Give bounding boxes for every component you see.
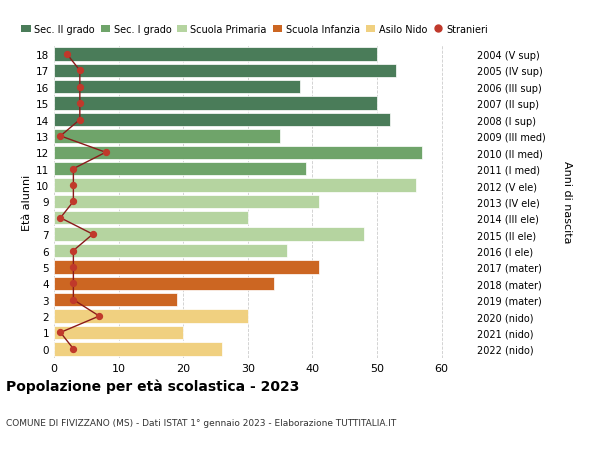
Point (68, 166, 78, 173)
Bar (54, 277, 274, 291)
Point (68, 280, 78, 287)
Bar (54, 65, 397, 78)
Bar (54, 212, 248, 225)
Bar (54, 130, 280, 143)
Bar (54, 48, 377, 62)
Point (56, 215, 65, 222)
Bar (54, 244, 287, 257)
Bar (54, 195, 319, 209)
Bar (54, 97, 377, 111)
Bar (54, 342, 222, 356)
Point (68, 263, 78, 271)
Bar (54, 228, 364, 241)
Point (75, 100, 85, 107)
Point (75, 117, 85, 124)
Point (75, 67, 85, 75)
Point (75, 84, 85, 91)
Bar (54, 146, 422, 160)
Bar (54, 261, 319, 274)
Legend: Sec. II grado, Sec. I grado, Scuola Primaria, Scuola Infanzia, Asilo Nido, Stran: Sec. II grado, Sec. I grado, Scuola Prim… (21, 25, 488, 35)
Point (56, 133, 65, 140)
Point (68, 182, 78, 189)
Y-axis label: Anni di nascita: Anni di nascita (562, 161, 572, 243)
Point (101, 149, 110, 157)
Bar (54, 310, 248, 323)
Bar (54, 179, 416, 192)
Bar (54, 293, 177, 307)
Point (68, 247, 78, 255)
Y-axis label: Età alunni: Età alunni (22, 174, 32, 230)
Bar (54, 113, 390, 127)
Bar (54, 162, 306, 176)
Point (94, 313, 104, 320)
Point (68, 198, 78, 206)
Text: COMUNE DI FIVIZZANO (MS) - Dati ISTAT 1° gennaio 2023 - Elaborazione TUTTITALIA.: COMUNE DI FIVIZZANO (MS) - Dati ISTAT 1°… (6, 418, 396, 427)
Point (62, 51, 72, 59)
Point (56, 329, 65, 336)
Text: Popolazione per età scolastica - 2023: Popolazione per età scolastica - 2023 (6, 379, 299, 393)
Point (68, 297, 78, 304)
Bar (54, 326, 183, 339)
Point (68, 345, 78, 353)
Bar (54, 81, 299, 94)
Point (88, 231, 98, 238)
